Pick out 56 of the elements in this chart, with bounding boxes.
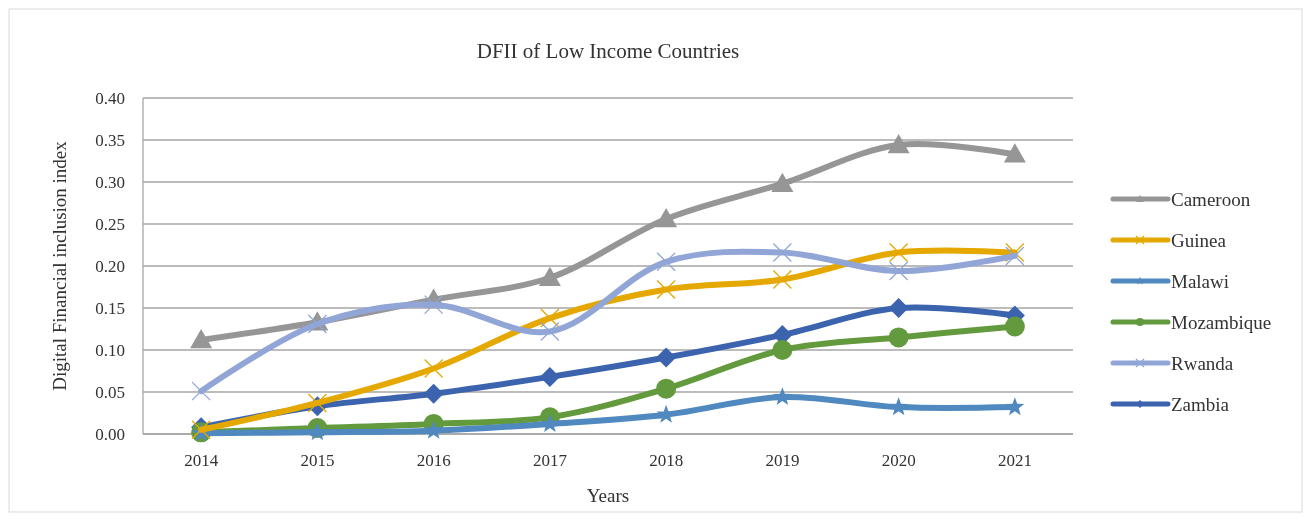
x-axis-title: Years	[586, 485, 630, 506]
x-tick-label: 2015	[300, 451, 335, 470]
point	[424, 420, 444, 439]
y-axis-title: Digital Financial inclusion index	[49, 140, 70, 391]
point	[423, 383, 444, 404]
point	[190, 328, 213, 349]
y-tick-label: 0.30	[95, 172, 125, 192]
y-tick-label: 0.10	[95, 340, 125, 360]
y-tick-label: 0.35	[95, 130, 125, 150]
x-tick-label: 2018	[649, 451, 684, 470]
point	[538, 266, 561, 287]
point	[539, 366, 560, 387]
legend-label: Mozambique	[1171, 311, 1272, 333]
point	[656, 378, 677, 399]
legend-label: Cameroon	[1171, 188, 1251, 210]
point	[540, 321, 560, 342]
point	[771, 172, 794, 192]
legend-label: Zambia	[1171, 393, 1230, 415]
y-tick-label: 0.00	[95, 424, 125, 444]
point	[655, 207, 678, 228]
point	[423, 358, 444, 379]
legend-label: Malawi	[1171, 270, 1230, 292]
y-tick-label: 0.40	[95, 88, 125, 108]
point	[1003, 143, 1026, 163]
point	[423, 294, 444, 315]
y-tick-label: 0.05	[95, 382, 125, 402]
point	[1004, 316, 1025, 337]
x-tick-label: 2019	[765, 451, 800, 470]
point	[887, 134, 910, 154]
point	[889, 397, 909, 416]
chart-title: DFII of Low Income Countries	[476, 39, 740, 63]
x-tick-label: 2020	[881, 451, 916, 470]
point	[772, 242, 793, 263]
point	[540, 414, 560, 432]
point	[888, 261, 909, 281]
legend-label: Rwanda	[1171, 352, 1234, 374]
point	[888, 298, 909, 318]
point	[656, 347, 677, 368]
point	[540, 308, 560, 328]
point	[656, 252, 676, 272]
point	[888, 327, 909, 348]
point	[772, 387, 792, 406]
y-tick-label: 0.25	[95, 214, 125, 234]
legend-label: Guinea	[1171, 229, 1227, 251]
point	[656, 279, 676, 300]
x-tick-label: 2014	[184, 451, 219, 470]
y-tick-label: 0.15	[95, 298, 125, 318]
point	[772, 340, 793, 360]
y-tick-label: 0.20	[95, 256, 125, 276]
x-tick-label: 2017	[532, 451, 568, 470]
point	[772, 269, 793, 290]
point	[888, 242, 909, 263]
point	[191, 381, 211, 401]
point	[1005, 397, 1025, 416]
x-tick-label: 2016	[416, 451, 451, 470]
x-tick-label: 2021	[997, 451, 1032, 470]
